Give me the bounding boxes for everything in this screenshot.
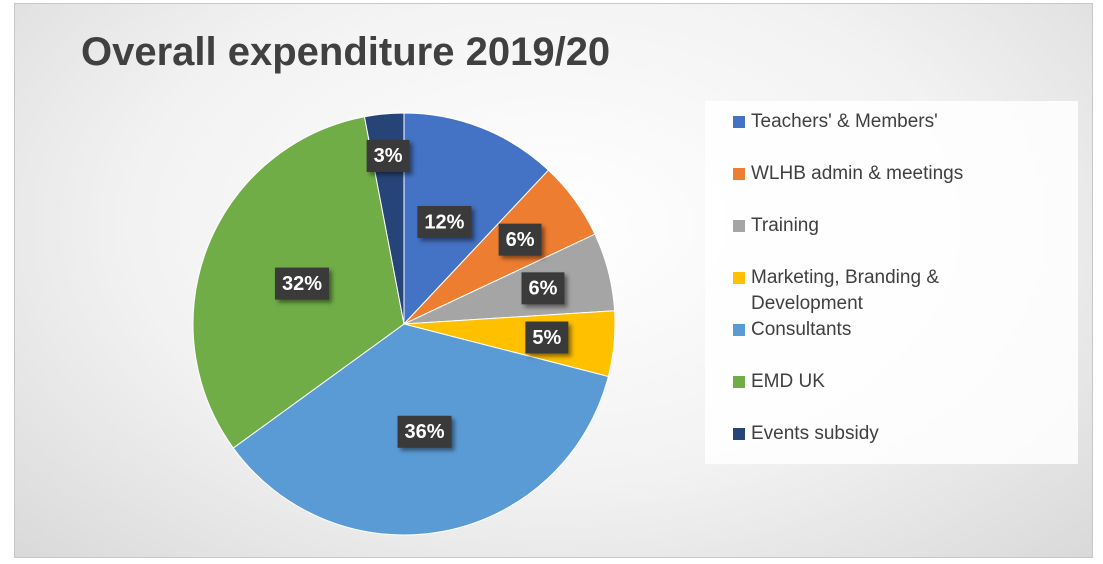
legend-label: Teachers' & Members' — [751, 111, 938, 132]
legend-swatch — [733, 324, 745, 336]
legend-item: Training — [733, 213, 819, 239]
legend-swatch — [733, 376, 745, 388]
data-label: 32% — [274, 267, 330, 300]
data-label-box — [366, 139, 410, 172]
data-label-text: 5% — [532, 327, 561, 349]
legend-item: Events subsidy — [733, 421, 879, 447]
data-label-box — [417, 205, 472, 238]
legend-label: Marketing, Branding & Development — [751, 267, 939, 314]
chart: Overall expenditure 2019/20 12% 6% 6% 5% 36%… — [14, 3, 1093, 558]
data-label: 36% — [397, 415, 452, 448]
legend-label: Training — [751, 215, 819, 236]
data-label: 12% — [417, 205, 472, 238]
legend-swatch — [733, 116, 745, 128]
data-label-box — [498, 223, 542, 256]
data-label-text: 3% — [374, 145, 403, 167]
data-label: 6% — [521, 272, 565, 305]
legend: Teachers' & Members' WLHB admin & meeting… — [705, 101, 1078, 464]
data-label-box — [521, 272, 565, 305]
data-label: 3% — [366, 139, 410, 172]
legend-label: WLHB admin & meetings — [751, 163, 964, 184]
legend-label: EMD UK — [751, 371, 825, 392]
chart-title: Overall expenditure 2019/20 — [81, 30, 611, 74]
data-label-text: 6% — [506, 229, 535, 251]
legend-item: Teachers' & Members' — [733, 109, 938, 135]
data-label-text: 12% — [424, 211, 464, 233]
legend-item: Consultants — [733, 317, 851, 343]
legend-swatch — [733, 428, 745, 440]
data-label: 6% — [498, 223, 542, 256]
legend-swatch — [733, 168, 745, 180]
data-label: 5% — [525, 321, 569, 354]
data-label-box — [274, 267, 330, 300]
data-label-box — [525, 321, 569, 354]
data-label-text: 32% — [282, 273, 322, 295]
pie: 12% 6% 6% 5% 36% 32% 3% — [192, 112, 616, 536]
data-label-text: 36% — [405, 421, 445, 443]
legend-item: Marketing, Branding & Development — [733, 265, 1001, 317]
pie-slice — [403, 112, 550, 326]
data-label-text: 6% — [529, 278, 558, 300]
legend-label: Consultants — [751, 319, 852, 340]
legend-swatch — [733, 272, 745, 284]
legend-swatch — [733, 220, 745, 232]
legend-label: Events subsidy — [751, 423, 879, 444]
data-label-box — [397, 415, 452, 448]
legend-item: WLHB admin & meetings — [733, 161, 963, 187]
legend-item: EMD UK — [733, 369, 825, 395]
